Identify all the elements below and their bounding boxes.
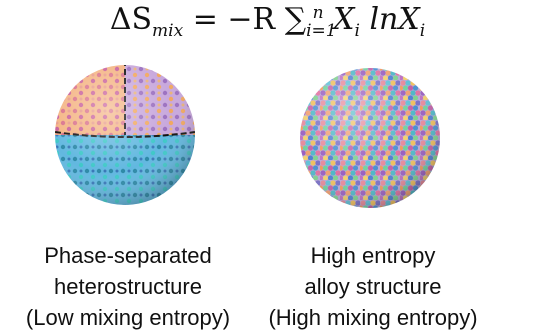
- page: ΔSmix = −R ∑i=1n Xi lnXi: [0, 0, 535, 336]
- right-caption: High entropy alloy structure (High mixin…: [248, 240, 498, 333]
- caption-line: High entropy: [248, 240, 498, 271]
- caption-line: Phase-separated: [3, 240, 253, 271]
- caption-line: heterostructure: [3, 271, 253, 302]
- caption-line: (High mixing entropy): [248, 302, 498, 333]
- phase-separated-sphere: [55, 60, 195, 205]
- high-entropy-sphere: [300, 68, 440, 208]
- left-caption: Phase-separated heterostructure (Low mix…: [3, 240, 253, 333]
- caption-line: alloy structure: [248, 271, 498, 302]
- caption-line: (Low mixing entropy): [3, 302, 253, 333]
